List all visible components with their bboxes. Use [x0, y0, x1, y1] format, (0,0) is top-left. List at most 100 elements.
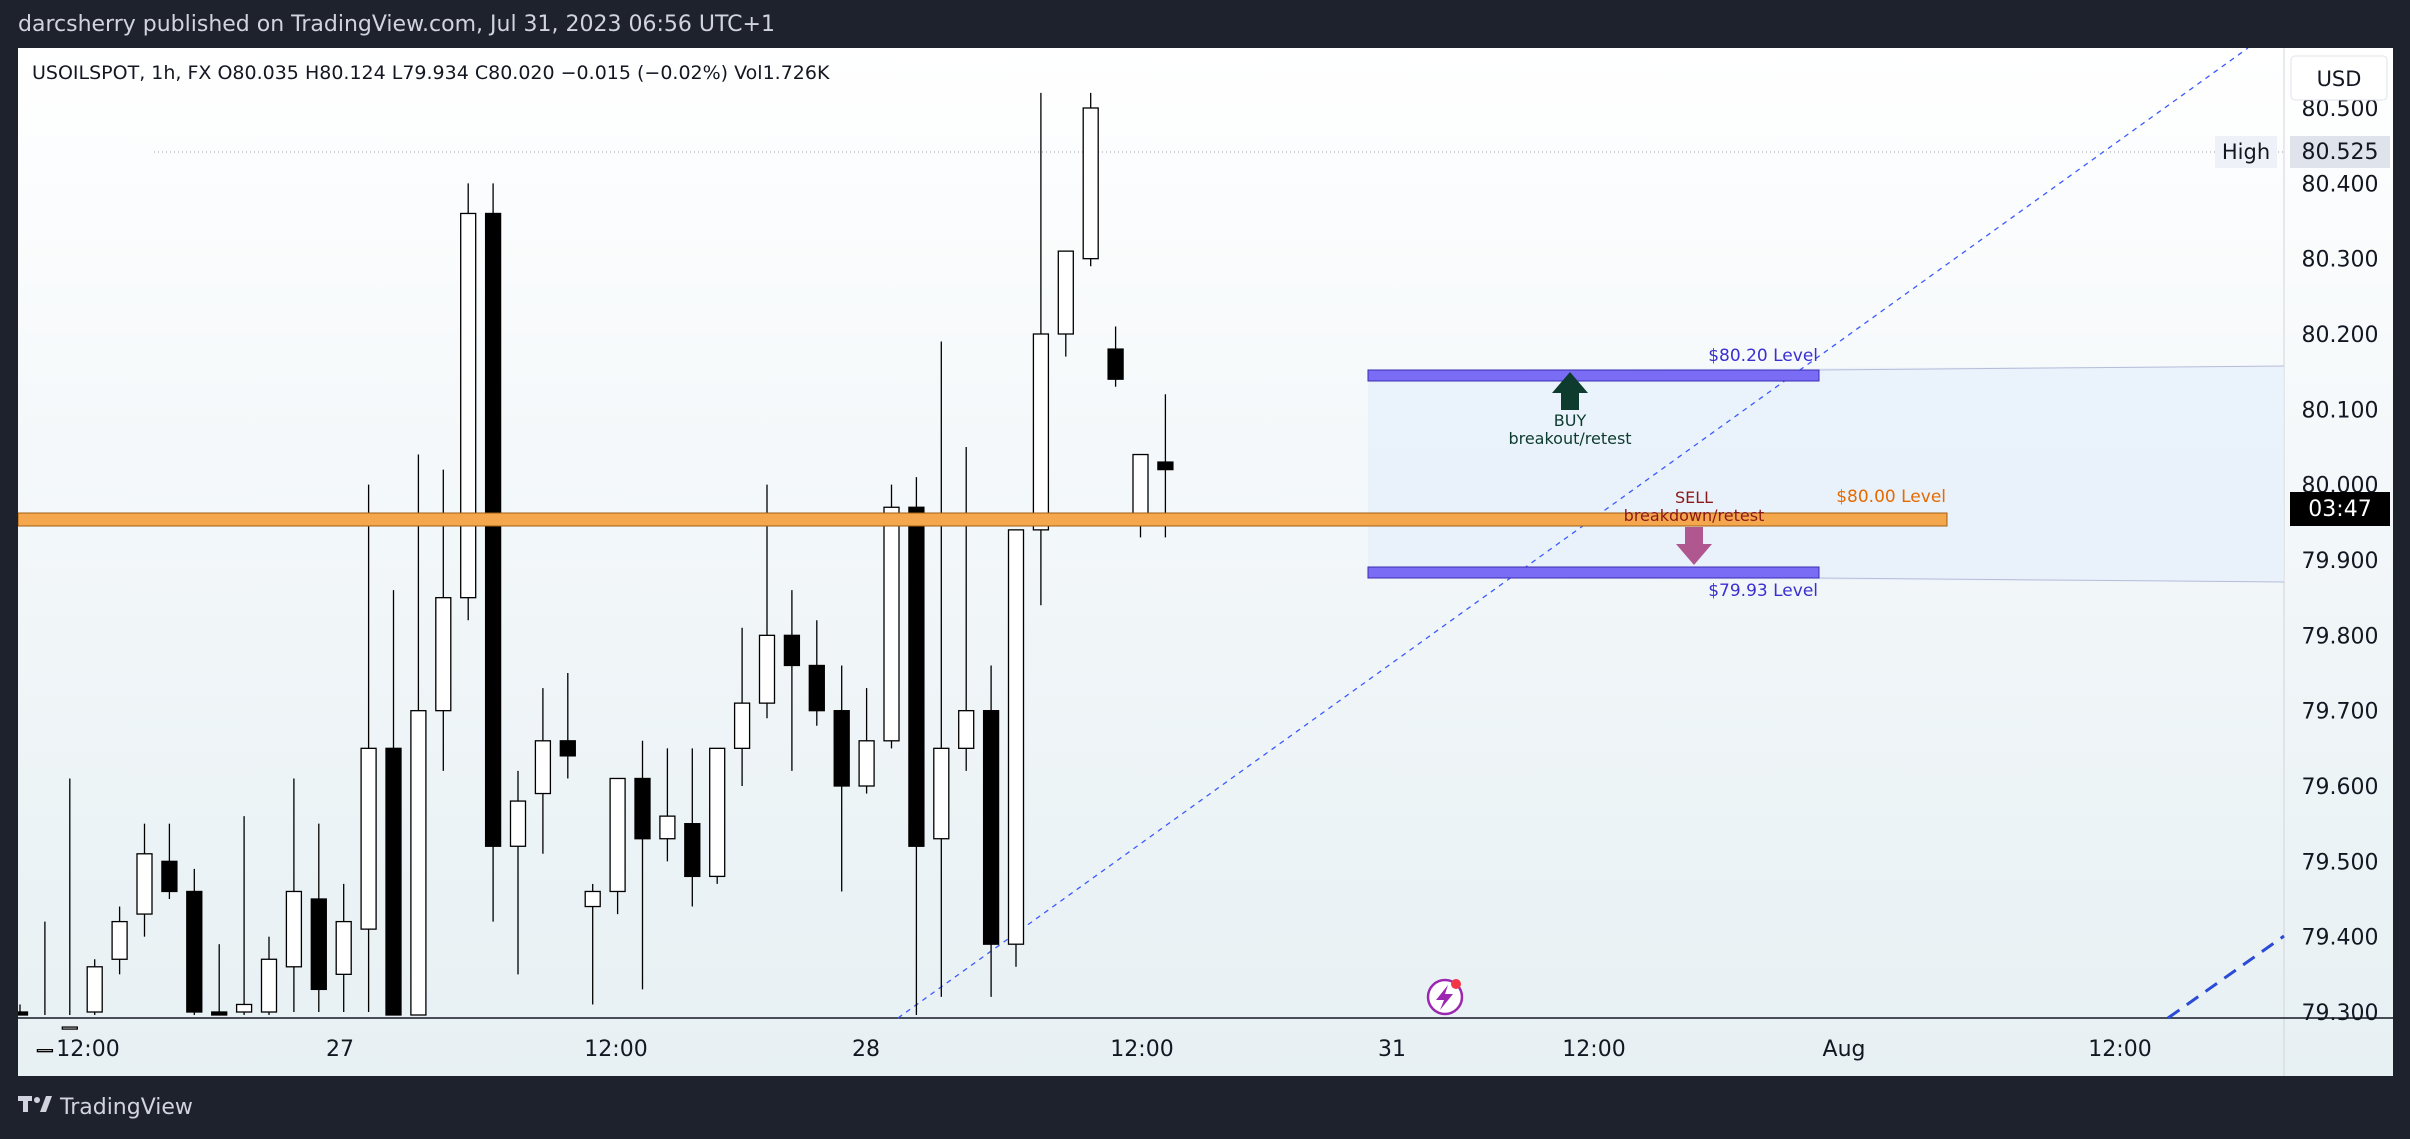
- candle-body-bull: [285, 890, 303, 968]
- price-tick-label: 79.500: [2302, 850, 2379, 875]
- buy-sublabel: breakout/retest: [1508, 429, 1631, 448]
- candle[interactable]: [808, 620, 825, 726]
- level-range-shade: [1368, 365, 2285, 583]
- candle[interactable]: [1032, 92, 1050, 606]
- sell-arrow-icon: [1676, 527, 1712, 565]
- candle[interactable]: [908, 477, 925, 1015]
- price-tick-label: 80.500: [2302, 97, 2379, 122]
- time-tick-label: Aug: [1823, 1037, 1866, 1062]
- high-value: 80.525: [2302, 140, 2379, 165]
- candle-body-bear: [484, 212, 502, 847]
- time-tick-label: 27: [326, 1037, 354, 1062]
- candle[interactable]: [61, 778, 78, 1030]
- candle[interactable]: [584, 883, 601, 1005]
- time-tick-label: 12:00: [2088, 1037, 2151, 1062]
- candle-body-bear: [559, 740, 576, 757]
- price-tick-label: 80.100: [2302, 398, 2379, 423]
- candle-body-bear: [783, 634, 801, 667]
- candle-body-bull: [1057, 250, 1074, 335]
- candle[interactable]: [1057, 250, 1074, 357]
- candle-body-bull: [733, 702, 751, 749]
- candle[interactable]: [235, 816, 253, 1015]
- candle[interactable]: [958, 447, 975, 771]
- candle[interactable]: [484, 183, 502, 922]
- level-band-80-20[interactable]: [1367, 369, 1820, 382]
- candle[interactable]: [1107, 326, 1124, 387]
- candle[interactable]: [18, 1004, 29, 1016]
- candle[interactable]: [360, 484, 377, 1012]
- candle[interactable]: [260, 936, 278, 1015]
- currency-button[interactable]: [2290, 55, 2388, 101]
- candle[interactable]: [684, 748, 701, 907]
- candle[interactable]: [211, 944, 228, 1016]
- candle[interactable]: [310, 823, 327, 1012]
- candle[interactable]: [833, 665, 850, 892]
- candle[interactable]: [285, 778, 303, 1012]
- candle-body-bear: [684, 823, 701, 878]
- lightning-icon[interactable]: [1426, 978, 1464, 1016]
- candle-body-bull: [335, 920, 352, 975]
- candle[interactable]: [410, 454, 427, 1016]
- candle-body-bear: [982, 710, 1000, 945]
- candle[interactable]: [36, 921, 54, 1053]
- candle[interactable]: [509, 770, 527, 975]
- candle-body-bear: [161, 860, 178, 893]
- candle-body-bull: [1007, 529, 1025, 945]
- high-label-badge: [2215, 136, 2277, 168]
- label-80-00: $80.00 Level: [1836, 487, 1946, 507]
- trendline[interactable]: [897, 48, 2249, 1019]
- candle[interactable]: [161, 823, 178, 899]
- candle[interactable]: [609, 777, 626, 915]
- candle-body-bear: [808, 664, 825, 712]
- candle[interactable]: [933, 341, 950, 997]
- candle-body-bull: [111, 920, 128, 960]
- label-80-20: $80.20 Level: [1708, 346, 1818, 366]
- brand-name: TradingView: [60, 1094, 193, 1120]
- price-tick-label: 80.300: [2302, 248, 2379, 273]
- candle-body-bear: [186, 890, 203, 1013]
- candle[interactable]: [733, 627, 751, 786]
- time-tick-label: 12:00: [1110, 1037, 1173, 1062]
- candle[interactable]: [634, 740, 651, 990]
- bottom-bar: TradingView: [0, 1076, 2410, 1139]
- candle-body-bear: [634, 777, 651, 840]
- candle-body-bull: [61, 1026, 78, 1030]
- candle[interactable]: [136, 823, 153, 937]
- publisher-info: darcsherry published on TradingView.com,…: [18, 12, 775, 37]
- candle[interactable]: [1007, 529, 1025, 967]
- level-band-80-00[interactable]: [18, 512, 1948, 527]
- sell-label: SELL: [1675, 488, 1713, 507]
- candle[interactable]: [982, 665, 1000, 997]
- candle-body-bull: [460, 212, 477, 599]
- candle-body-bull: [435, 597, 452, 712]
- candle[interactable]: [858, 688, 875, 794]
- candle-body-bear: [908, 506, 925, 847]
- candle-body-bear: [18, 1011, 29, 1016]
- candle[interactable]: [659, 748, 676, 862]
- candle[interactable]: [335, 883, 352, 1012]
- candle[interactable]: [86, 959, 103, 1015]
- tradingview-logo-icon: [18, 1094, 52, 1120]
- symbol-legend: USOILSPOT, 1h, FX O80.035 H80.124 L79.93…: [32, 62, 830, 84]
- candle[interactable]: [186, 868, 203, 1015]
- candle-body-bull: [1032, 333, 1050, 531]
- candle[interactable]: [111, 906, 128, 975]
- time-axis[interactable]: 12:00 27 12:00 28 12:00 31 12:00 Aug 12:00: [56, 1037, 2151, 1062]
- price-tick-label: 79.800: [2302, 624, 2379, 649]
- candle[interactable]: [460, 183, 477, 621]
- candle-body-bull: [709, 747, 726, 878]
- candle[interactable]: [534, 688, 552, 854]
- candle[interactable]: [709, 747, 726, 884]
- candle[interactable]: [783, 590, 801, 771]
- candle[interactable]: [559, 673, 576, 779]
- price-axis[interactable]: 80.50080.40080.30080.20080.10080.00079.9…: [2302, 97, 2379, 1026]
- price-tick-label: 80.400: [2302, 172, 2379, 197]
- candle[interactable]: [385, 590, 402, 1016]
- brand[interactable]: TradingView: [18, 1094, 193, 1120]
- candle[interactable]: [883, 484, 900, 749]
- chart-canvas[interactable]: $80.20 Level $80.00 Level $79.93 Level B…: [18, 48, 2393, 1076]
- level-band-79-93[interactable]: [1367, 566, 1820, 579]
- trendline-secondary[interactable]: [2167, 934, 2285, 1020]
- candle[interactable]: [1082, 92, 1099, 267]
- label-79-93: $79.93 Level: [1708, 581, 1818, 601]
